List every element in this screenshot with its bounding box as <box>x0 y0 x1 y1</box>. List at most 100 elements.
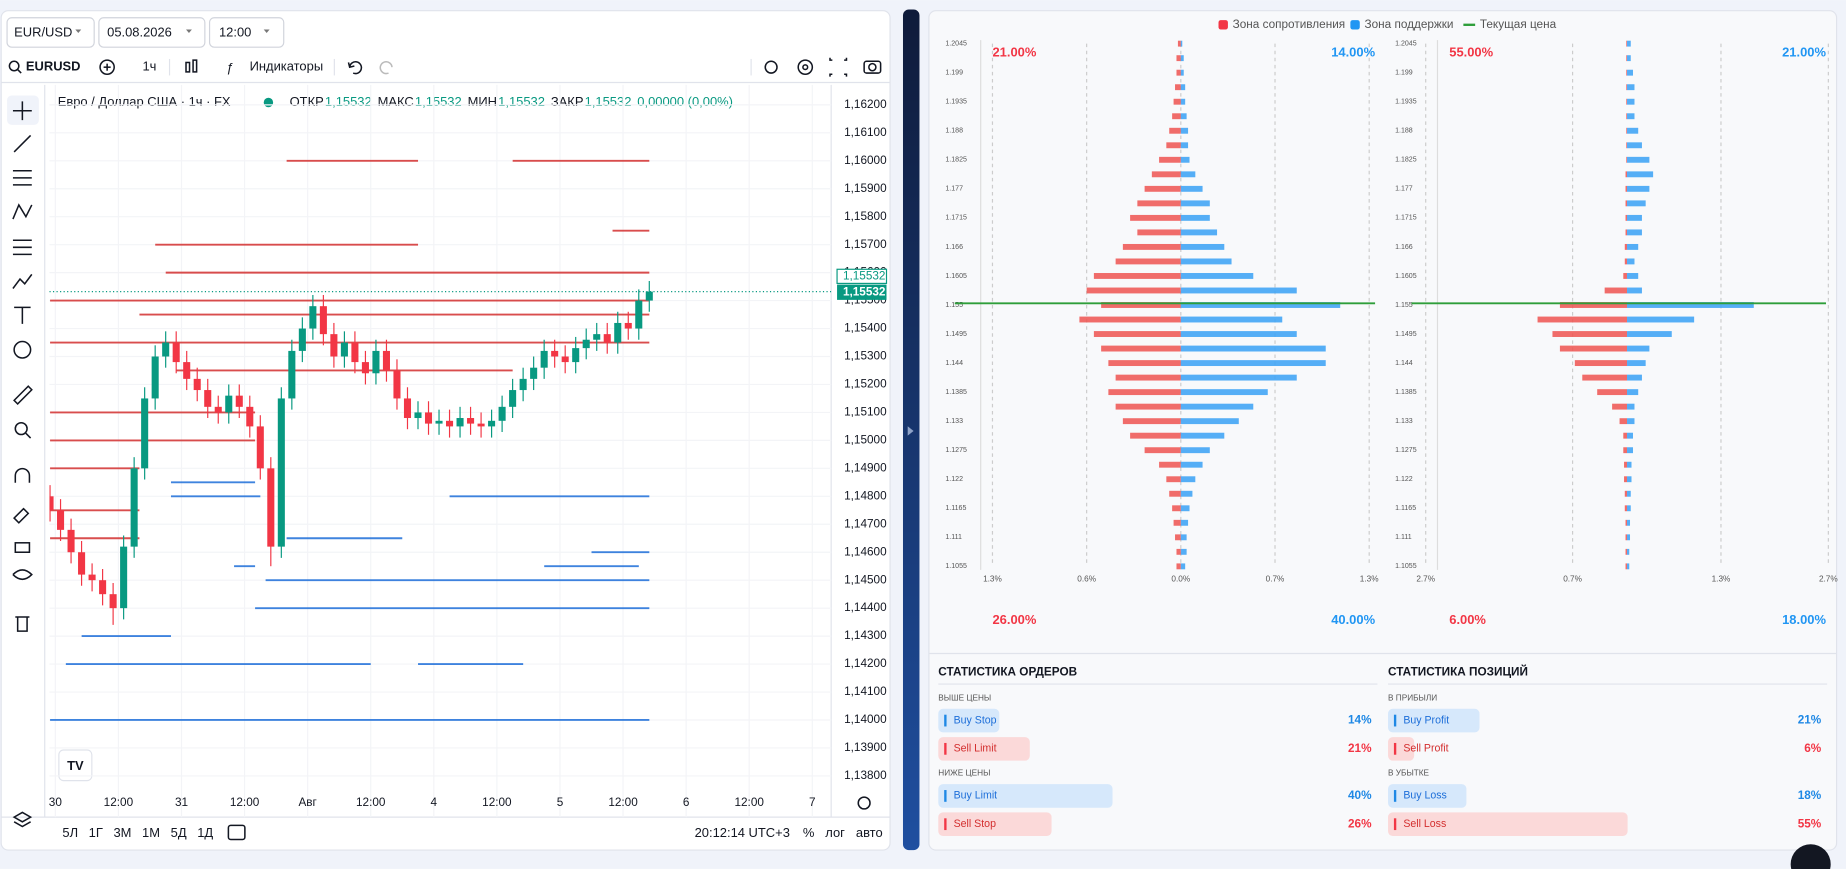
range-button[interactable]: 1Г <box>89 825 103 840</box>
ohlc-change: 0,00000 (0,00%) <box>637 94 733 109</box>
resistance-bar <box>1151 171 1181 178</box>
profile-x-label: 0.0% <box>1171 574 1190 583</box>
support-bar <box>1627 243 1639 250</box>
range-button[interactable]: 1М <box>142 825 160 840</box>
range-button[interactable]: 1Д <box>197 825 213 840</box>
resistance-bar <box>1137 229 1181 236</box>
toolbar-icons[interactable] <box>8 57 882 77</box>
support-bar <box>1180 55 1184 62</box>
candle-body <box>88 574 96 581</box>
zone-percent: 6.00% <box>1449 612 1486 627</box>
range-button[interactable]: 3М <box>113 825 131 840</box>
legend-label: Зона поддержки <box>1364 18 1453 31</box>
settings-icon[interactable] <box>857 796 871 810</box>
profile-price-label: 1.166 <box>945 244 963 251</box>
axis-option[interactable]: лог <box>825 825 845 840</box>
float-button[interactable] <box>1790 844 1831 869</box>
candle-body <box>424 412 433 424</box>
profile-price-label: 1.1055 <box>1395 563 1417 570</box>
support-bar <box>1627 302 1754 308</box>
profile-price-label: 1.1825 <box>1395 157 1417 164</box>
profile-price-label: 1.122 <box>1395 476 1413 483</box>
interval[interactable]: 1ч <box>142 59 156 74</box>
support-bar <box>1180 113 1187 120</box>
dropdown-arrows <box>75 29 270 34</box>
candle-body <box>288 350 296 399</box>
resistance-bar <box>1176 55 1181 62</box>
candle-body <box>256 426 264 469</box>
range-button[interactable]: 5Л <box>62 825 78 840</box>
time-tick-label: 7 <box>809 796 816 809</box>
stats-group: ВЫШЕ ЦЕНЫ <box>938 693 991 702</box>
stats-stripe <box>944 714 947 727</box>
support-bar <box>1180 273 1254 279</box>
stats-percent: 40% <box>1348 789 1372 802</box>
resistance-bar <box>1108 360 1181 367</box>
price-tick-label: 1,15100 <box>844 406 887 419</box>
support-bar <box>1627 229 1642 236</box>
candle-body <box>120 546 128 609</box>
profile-price-label: 1.1935 <box>945 99 967 106</box>
resistance-bar <box>1574 360 1628 367</box>
status-dot <box>263 97 274 108</box>
date-select[interactable] <box>98 17 206 48</box>
date[interactable]: 05.08.2026 <box>107 24 172 39</box>
profile-price-label: 1.111 <box>1395 534 1412 541</box>
symbol-select[interactable] <box>6 17 95 48</box>
candle-body <box>645 291 653 301</box>
price-label-box <box>836 268 888 284</box>
time-tick-label: 6 <box>683 796 690 809</box>
ohlc-value: 1,15532 <box>585 94 632 109</box>
ticker[interactable]: EURUSD <box>26 59 81 74</box>
profile-price-label: 1.155 <box>1395 302 1413 309</box>
support-bar <box>1627 432 1633 439</box>
profile-price-label: 1.144 <box>1395 360 1413 367</box>
candle-body <box>235 395 243 407</box>
stats-percent: 18% <box>1798 789 1822 802</box>
resistance-bar <box>1625 185 1628 192</box>
symbol[interactable]: EUR/USD <box>14 24 72 39</box>
profile-price-label: 1.177 <box>945 186 963 193</box>
axis-option[interactable]: % <box>803 825 815 840</box>
time[interactable]: 12:00 <box>219 24 251 39</box>
support-bar <box>1180 127 1189 134</box>
zone-percent: 14.00% <box>1331 44 1375 59</box>
resistance-bar <box>1624 490 1628 497</box>
range-button[interactable]: 5Д <box>171 825 187 840</box>
zone-percent: 21.00% <box>1782 44 1826 59</box>
layers-icon[interactable] <box>12 811 33 828</box>
resistance-bar <box>1175 534 1181 541</box>
price-tick-label: 1,15200 <box>844 378 887 391</box>
goto-icon[interactable] <box>227 824 246 841</box>
support-bar <box>1627 490 1631 497</box>
profile-price-label: 1.155 <box>945 302 963 309</box>
legend-check <box>1350 20 1360 30</box>
logo[interactable] <box>58 749 93 782</box>
resistance-bar <box>1115 374 1181 381</box>
support-bar <box>1180 214 1210 221</box>
resistance-bar <box>1176 563 1181 570</box>
resistance-bar <box>1101 302 1181 308</box>
support-bar <box>1180 40 1183 47</box>
fx-icon: ƒ <box>226 60 233 75</box>
axis-option[interactable]: авто <box>856 825 883 840</box>
indicators[interactable]: Индикаторы <box>250 59 324 74</box>
profile-x-label: 2.7% <box>1416 574 1435 583</box>
candle-body <box>319 306 327 335</box>
profile-price-label: 1.133 <box>945 418 963 425</box>
candle-body <box>382 350 390 371</box>
resistance-bar <box>1122 243 1181 250</box>
resistance-bar <box>1172 505 1181 512</box>
drawing-tools[interactable] <box>12 101 33 632</box>
profile-price-label: 1.1715 <box>945 215 967 222</box>
stats-name: Sell Stop <box>954 818 996 830</box>
resistance-bar <box>1624 243 1628 250</box>
resistance-bar <box>1626 142 1628 149</box>
profile-price-label: 1.1275 <box>1395 447 1417 454</box>
resistance-bar <box>1626 113 1628 120</box>
time-select[interactable] <box>208 17 285 48</box>
profile-price-label: 1.1165 <box>1395 505 1416 512</box>
candle-body <box>267 468 275 547</box>
candle-body <box>246 406 254 427</box>
profile-price-label: 1.2045 <box>945 40 967 47</box>
